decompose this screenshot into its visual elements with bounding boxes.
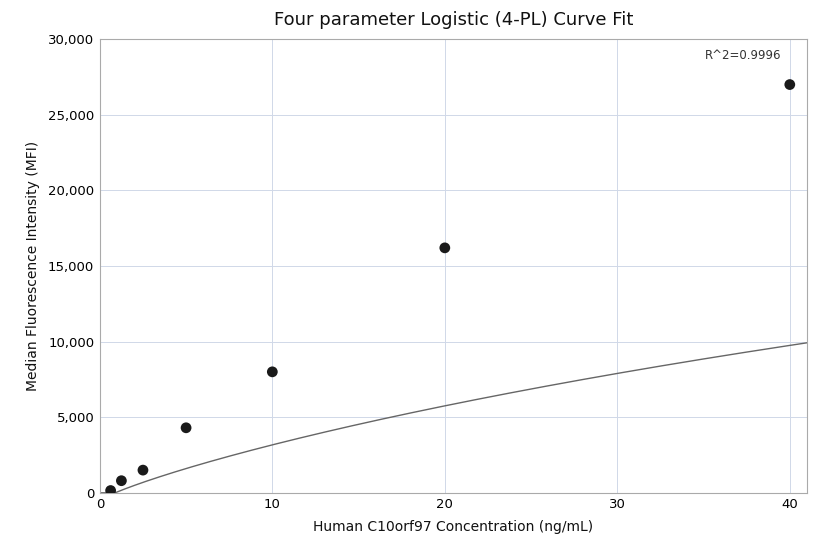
Point: [115, 476, 128, 485]
X-axis label: Human C10orf97 Concentration (ng/mL): Human C10orf97 Concentration (ng/mL): [314, 520, 593, 534]
Point: [438, 244, 452, 253]
Text: R^2=0.9996: R^2=0.9996: [705, 49, 781, 62]
Point: [104, 486, 117, 495]
Title: Four parameter Logistic (4-PL) Curve Fit: Four parameter Logistic (4-PL) Curve Fit: [274, 11, 633, 29]
Point: [265, 367, 279, 376]
Point: [783, 80, 796, 89]
Point: [180, 423, 193, 432]
Y-axis label: Median Fluorescence Intensity (MFI): Median Fluorescence Intensity (MFI): [26, 141, 40, 391]
Point: [136, 466, 150, 475]
